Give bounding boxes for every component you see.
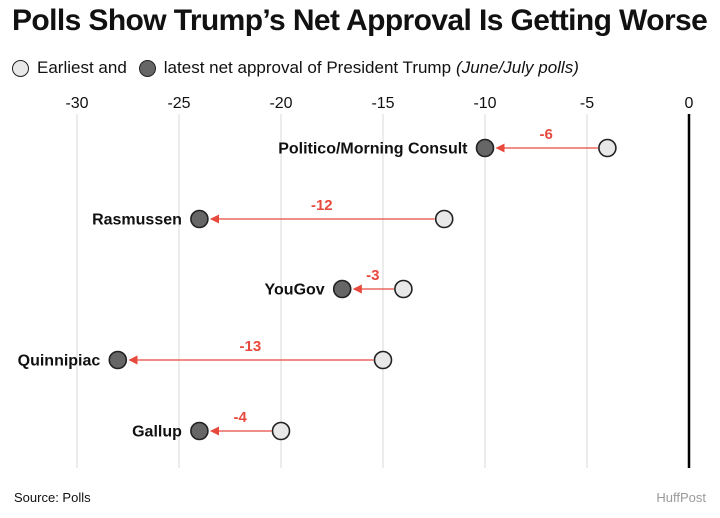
x-tick-label: -30 <box>65 95 88 112</box>
pollster-label: Rasmussen <box>92 212 182 229</box>
chart-title: Polls Show Trump’s Net Approval Is Getti… <box>12 4 708 37</box>
pollster-label: Quinnipiac <box>18 353 101 370</box>
pollster-label: Gallup <box>132 424 182 441</box>
change-label: -3 <box>366 267 379 284</box>
pollster-label: Politico/Morning Consult <box>278 141 468 158</box>
legend-earliest-label: Earliest and <box>37 58 127 77</box>
latest-point <box>190 209 209 229</box>
brand-label: HuffPost <box>656 490 706 505</box>
x-tick-label: -20 <box>269 95 292 112</box>
latest-point <box>332 279 352 299</box>
legend: Earliest and latest net approval of Pres… <box>12 56 579 80</box>
change-label: -13 <box>240 338 262 355</box>
legend-latest-marker <box>138 59 156 77</box>
latest-point <box>190 421 209 441</box>
earliest-point <box>373 350 393 370</box>
legend-earliest-marker <box>12 59 29 77</box>
legend-latest-label: latest net approval of President Trump <box>163 58 452 77</box>
pollster-label: YouGov <box>265 282 325 299</box>
dumbbell-chart: -30 -25 -20 -15 -10 -5 0 -6 Politico/Morning Con… <box>18 95 694 468</box>
legend-note: (June/July polls) <box>456 58 579 77</box>
earliest-point <box>394 279 413 299</box>
x-tick-label: 0 <box>685 95 694 112</box>
change-label: -6 <box>540 126 553 143</box>
earliest-point <box>271 421 291 441</box>
x-tick-label: -5 <box>580 95 594 112</box>
earliest-point <box>598 138 617 158</box>
x-tick-label: -10 <box>473 95 496 112</box>
latest-point <box>475 138 495 158</box>
source-note: Source: Polls <box>14 490 91 505</box>
earliest-point <box>434 209 454 229</box>
change-label: -12 <box>311 197 333 214</box>
change-label: -4 <box>234 409 248 426</box>
latest-point <box>108 350 128 370</box>
x-tick-label: -15 <box>371 95 394 112</box>
x-tick-label: -25 <box>167 95 190 112</box>
